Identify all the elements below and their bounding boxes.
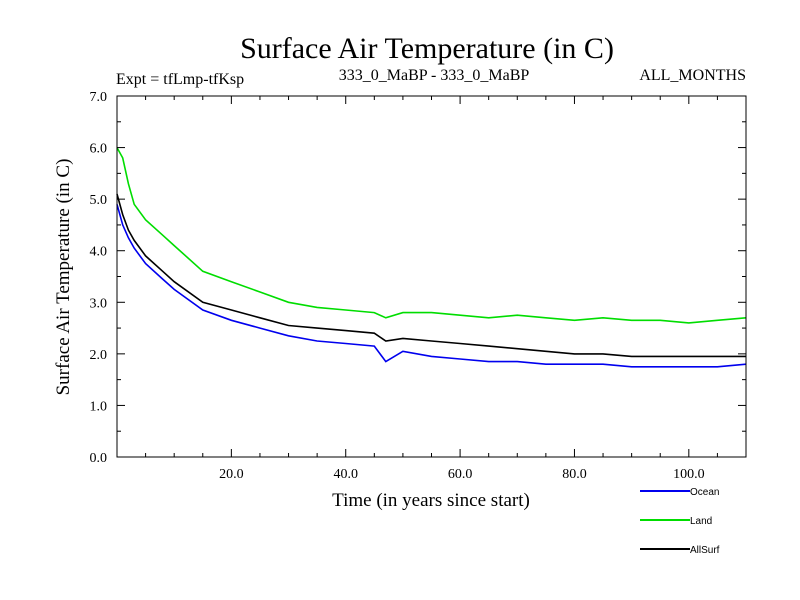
series-line-land [116,147,747,324]
x-tick-label: 100.0 [673,467,705,482]
y-tick-label: 2.0 [90,348,108,363]
x-tick-label: 60.0 [448,467,473,482]
subtitle-periods: 333_0_MaBP - 333_0_MaBP [339,67,530,84]
legend-label-ocean: Ocean [690,487,719,498]
y-tick-label: 6.0 [90,142,108,157]
y-tick-label: 0.0 [90,451,108,466]
x-tick-label: 40.0 [333,467,358,482]
series-group [116,147,747,368]
legend-label-allsurf: AllSurf [690,545,720,556]
chart-title: Surface Air Temperature (in C) [240,32,614,65]
legend: Ocean Land AllSurf [640,487,720,556]
plot-frame [116,95,747,458]
legend-label-land: Land [690,516,712,527]
ticks-group: 0.0 1.0 2.0 3.0 4.0 5.0 6.0 7.0 20.0 40.0 60.0 80.0… [90,90,746,482]
axes-group [116,95,747,458]
y-tick-label: 1.0 [90,399,108,414]
subtitle-experiment: Expt = tfLmp-tfKsp [116,71,244,88]
x-tick-label: 20.0 [219,467,244,482]
x-axis-label: Time (in years since start) [332,490,530,511]
y-tick-label: 5.0 [90,193,108,208]
y-tick-label: 4.0 [90,245,108,260]
y-tick-label: 7.0 [90,90,108,105]
series-line-ocean [116,204,747,368]
y-tick-label: 3.0 [90,296,108,311]
y-axis-label: Surface Air Temperature (in C) [53,159,74,396]
series-line-allsurf [116,193,746,358]
subtitle-months: ALL_MONTHS [639,67,746,84]
x-tick-label: 80.0 [562,467,587,482]
